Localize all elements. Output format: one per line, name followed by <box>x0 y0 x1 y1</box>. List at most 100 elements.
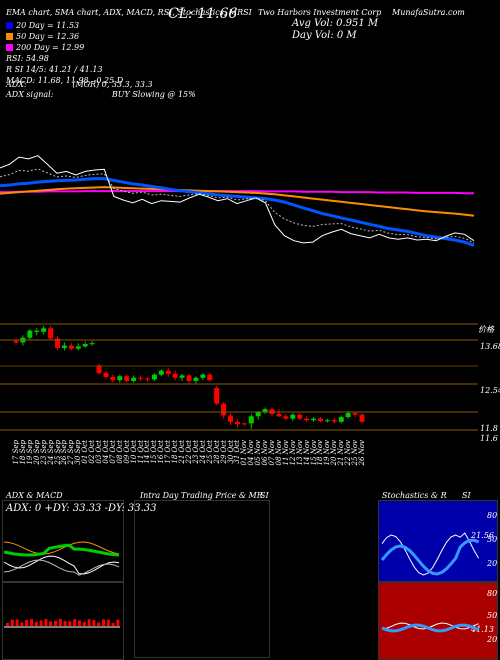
candle-body <box>144 378 150 380</box>
candle-body <box>276 413 282 417</box>
indicator-list: EMA chart, SMA chart, ADX, MACD, RSI, St… <box>6 8 252 17</box>
close-price: CL: 11.66 <box>168 6 238 22</box>
watermark: MunafaSutra.com <box>392 8 465 17</box>
legend-item-200day: 200 Day = 12.99 <box>6 42 123 53</box>
candle-body <box>234 421 240 425</box>
macd-reading: MACD: 11.68, 11.98, -0.25 D <box>6 76 124 85</box>
rsi2-reading: R SI 14/5: 41.21 / 41.13 <box>6 65 103 74</box>
rsi-axis-50: 50 <box>487 611 498 620</box>
candle-body <box>297 414 303 419</box>
adx-values: ADX: 0 +DY: 33.33 -DY: 33.33 <box>6 503 157 514</box>
candle-body <box>96 365 102 374</box>
legend-swatch <box>6 44 13 51</box>
candle-body <box>317 418 323 421</box>
candle-body <box>200 374 206 378</box>
stoch-panel-title: Stochastics & R <box>382 491 447 500</box>
candle-body <box>241 423 247 425</box>
candle-body <box>41 328 47 332</box>
candle-body <box>82 344 88 347</box>
moving-average-lines <box>0 155 475 247</box>
candle-body <box>165 370 171 374</box>
candle-body <box>89 343 95 345</box>
candle-body <box>338 417 344 422</box>
candle-body <box>151 374 157 380</box>
candle-body <box>13 340 19 343</box>
candle-body <box>228 415 234 422</box>
date-tick-label: 26 Nov <box>358 440 366 466</box>
main-chart <box>0 155 478 431</box>
candle-body <box>131 377 137 381</box>
candle-body <box>304 418 310 421</box>
candle-body <box>352 413 358 415</box>
company-name: Two Harbors Investment Corp <box>258 8 382 17</box>
candle-body <box>124 376 130 381</box>
rsi-annotation: 41.13 <box>471 625 494 634</box>
legend-item-50day: 50 Day = 12.36 <box>6 31 123 42</box>
adx-signal: ADX signal: BUY Slowing @ 15% <box>6 90 196 99</box>
legend-item-20day: 20 Day = 11.53 <box>6 20 123 31</box>
candle-body <box>311 418 317 421</box>
candle-body <box>34 330 40 332</box>
candle-body <box>193 377 199 381</box>
stoch-axis-20: 20 <box>487 559 498 568</box>
rsi-reading: RSI: 54.98 <box>6 54 49 63</box>
rsi-axis-80: 80 <box>487 589 498 598</box>
price-label-3: 11.8 <box>480 424 498 433</box>
stoch-si: SI <box>462 491 471 500</box>
candle-body <box>248 416 254 424</box>
candle-body <box>158 370 164 375</box>
stoch-axis-80: 80 <box>487 511 498 520</box>
legend-label: 20 Day = 11.53 <box>16 21 80 30</box>
candle-body <box>283 416 289 419</box>
day-volume: Day Vol: 0 M <box>292 30 357 41</box>
adx-panel-title: ADX & MACD <box>6 491 63 500</box>
price-label-2: 12.54 <box>480 386 500 395</box>
candle-body <box>138 377 144 379</box>
candle-body <box>110 377 116 381</box>
candle-body <box>221 403 227 416</box>
candle-body <box>179 375 185 378</box>
candle-body <box>331 420 337 422</box>
adx-panel: ADX: 0 +DY: 33.33 -DY: 33.33 <box>2 500 157 582</box>
price-axis-title: 价格 <box>478 325 494 334</box>
candle-body <box>103 373 109 377</box>
candle-body <box>345 413 351 418</box>
candle-body <box>117 376 123 381</box>
legend-swatch <box>6 22 13 29</box>
candle-body <box>68 345 74 349</box>
candle-body <box>27 330 33 338</box>
ma50-line <box>0 186 475 217</box>
candle-body <box>186 375 192 381</box>
candle-body <box>255 412 261 417</box>
candle-body <box>75 346 81 349</box>
candle-body <box>359 414 365 422</box>
ma-legend: 20 Day = 11.53 50 Day = 12.36 200 Day = … <box>6 20 123 86</box>
candle-body <box>324 420 330 422</box>
candle-body <box>214 388 220 404</box>
candle-body <box>48 328 54 339</box>
candle-body <box>55 338 61 348</box>
date-axis: 17 Sep 18 Sep 19 Sep 20 Sep 23 Sep 24 Sep 25 S… <box>0 440 500 480</box>
ma20-line <box>0 177 475 247</box>
price-label-4: 11.6 <box>480 434 498 443</box>
legend-swatch <box>6 33 13 40</box>
intraday-panel <box>134 500 270 658</box>
price-level-lines <box>0 323 478 431</box>
macd-panel <box>2 582 124 660</box>
intraday-si: SI <box>260 491 269 500</box>
legend-label: 200 Day = 12.99 <box>16 43 85 52</box>
intraday-panel-title: Intra Day Trading Price & MR <box>140 491 263 500</box>
stoch-axis-50: 50 <box>487 535 498 544</box>
avg-volume: Avg Vol: 0.951 M <box>292 18 379 29</box>
candle-body <box>290 414 296 419</box>
candlestick-series <box>13 325 365 429</box>
candle-body <box>61 345 67 348</box>
candle-body <box>207 374 213 381</box>
legend-label: 50 Day = 12.36 <box>16 32 80 41</box>
rsi-axis-20: 20 <box>487 635 498 644</box>
rsi-panel: 80 50 20 41.13 <box>378 582 498 660</box>
candle-body <box>262 409 268 413</box>
stochastics-panel: 80 50 20 21.56 <box>378 500 498 582</box>
price-line <box>0 155 475 244</box>
adx-reading: ADX: (MGR) 0, 33.3, 33.3 <box>6 80 153 89</box>
